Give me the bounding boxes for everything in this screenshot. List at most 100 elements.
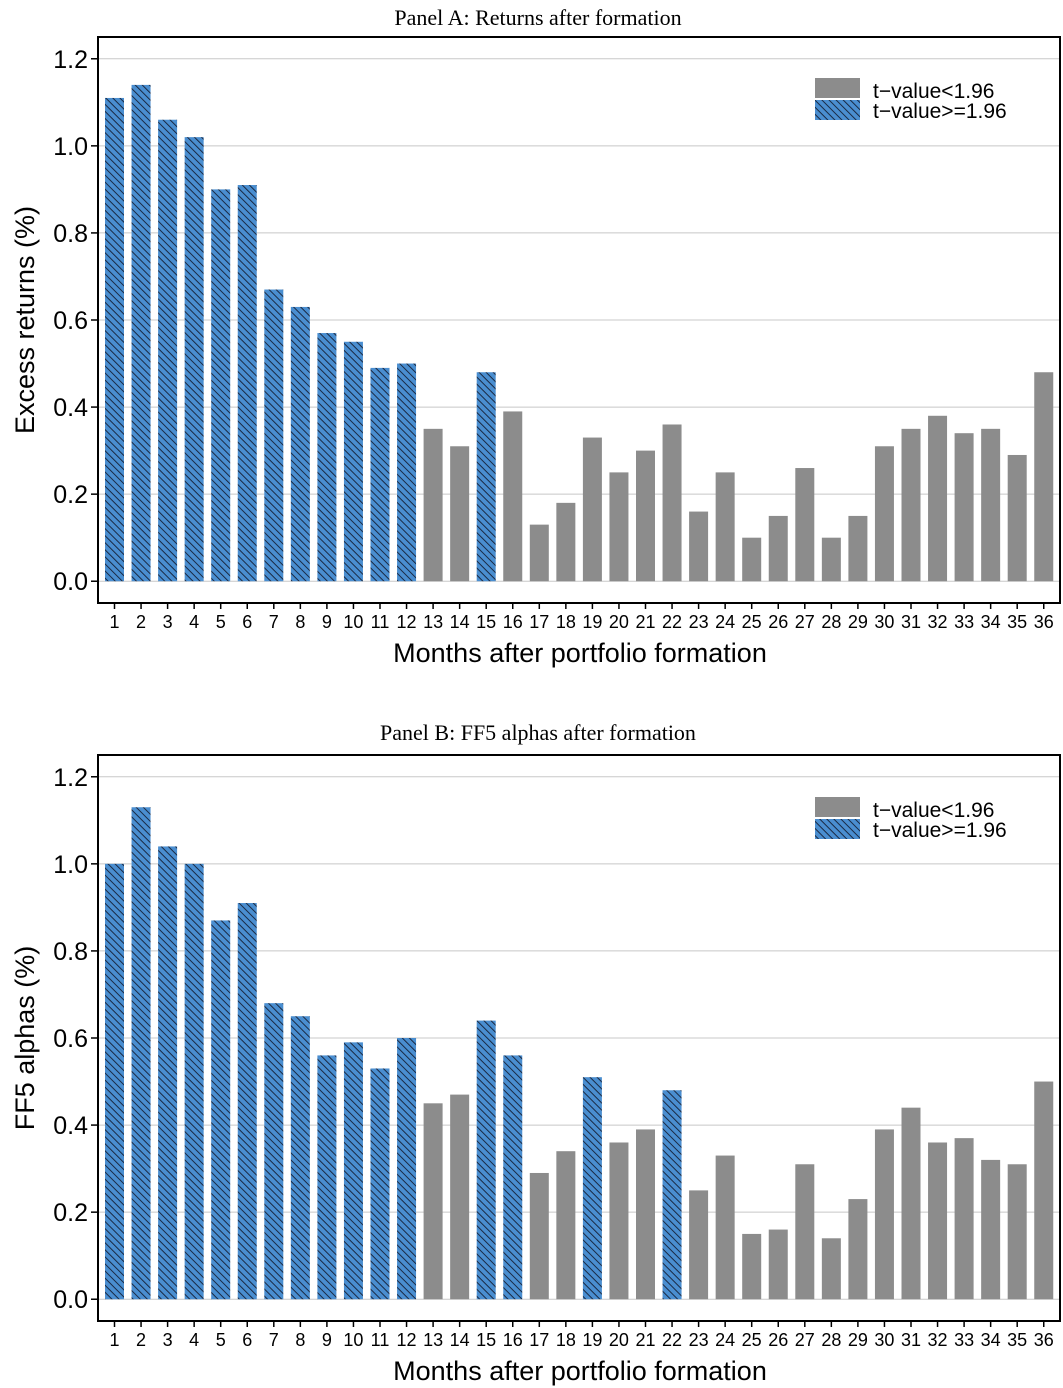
x-tick-label: 2 bbox=[136, 612, 146, 632]
x-axis-ticks: 1 2 3 4 5 6 7 8 9 10 11 12 13 14 15 16 17 18 19 20 21 22 23 24 2… bbox=[109, 1321, 1054, 1350]
legend-swatch-hatched bbox=[815, 100, 860, 120]
x-tick-label: 36 bbox=[1034, 1330, 1054, 1350]
x-tick-label: 9 bbox=[322, 612, 332, 632]
bar-significant bbox=[184, 863, 204, 1300]
bar-insignificant bbox=[689, 511, 709, 582]
x-tick-label: 8 bbox=[295, 612, 305, 632]
legend-label-insignificant: t−value<1.96 bbox=[873, 799, 994, 822]
bar-significant bbox=[503, 1055, 523, 1300]
x-tick-label: 10 bbox=[343, 1330, 363, 1350]
bar-significant bbox=[370, 1068, 390, 1300]
bar-insignificant bbox=[582, 437, 602, 582]
x-tick-label: 14 bbox=[450, 612, 470, 632]
x-axis-label: Months after portfolio formation bbox=[393, 1356, 767, 1386]
bar-significant bbox=[237, 903, 257, 1300]
y-axis-label: Excess returns (%) bbox=[10, 206, 40, 434]
bar-significant bbox=[397, 363, 417, 582]
x-tick-label: 25 bbox=[742, 1330, 762, 1350]
bar-insignificant bbox=[636, 450, 655, 582]
legend: t−value<1.96 t−value>=1.96 bbox=[815, 797, 1007, 842]
x-tick-label: 23 bbox=[689, 1330, 709, 1350]
x-tick-label: 21 bbox=[635, 1330, 655, 1350]
x-tick-label: 18 bbox=[556, 612, 576, 632]
bar-insignificant bbox=[609, 1142, 629, 1300]
y-tick-label: 1.0 bbox=[53, 851, 88, 879]
legend-swatch-gray bbox=[815, 797, 860, 817]
x-tick-label: 33 bbox=[954, 612, 974, 632]
x-tick-label: 5 bbox=[216, 1330, 226, 1350]
bar-significant bbox=[211, 189, 231, 582]
bar-insignificant bbox=[928, 1142, 948, 1300]
x-tick-label: 10 bbox=[343, 612, 363, 632]
bar-insignificant bbox=[715, 1155, 735, 1300]
x-tick-label: 24 bbox=[715, 612, 735, 632]
x-tick-label: 36 bbox=[1034, 612, 1054, 632]
bar-significant bbox=[370, 367, 390, 582]
y-tick-label: 0.8 bbox=[53, 938, 88, 966]
legend-label-significant: t−value>=1.96 bbox=[873, 100, 1007, 123]
bar-significant bbox=[290, 306, 310, 582]
x-axis-label: Months after portfolio formation bbox=[393, 638, 767, 668]
x-tick-label: 2 bbox=[136, 1330, 146, 1350]
x-tick-label: 15 bbox=[476, 1330, 496, 1350]
x-tick-label: 22 bbox=[662, 612, 682, 632]
y-tick-label: 0.6 bbox=[53, 1025, 88, 1053]
bar-significant bbox=[317, 333, 337, 582]
x-tick-label: 17 bbox=[529, 612, 549, 632]
x-tick-label: 7 bbox=[269, 1330, 279, 1350]
x-tick-label: 19 bbox=[582, 612, 602, 632]
bar-insignificant bbox=[662, 424, 682, 582]
x-tick-label: 26 bbox=[768, 612, 788, 632]
x-tick-label: 11 bbox=[371, 1330, 390, 1350]
bar-insignificant bbox=[503, 411, 523, 582]
bar-insignificant bbox=[954, 433, 974, 582]
bar-insignificant bbox=[423, 1103, 443, 1300]
y-tick-label: 1.2 bbox=[53, 46, 88, 74]
x-tick-label: 30 bbox=[874, 612, 894, 632]
x-tick-label: 27 bbox=[795, 1330, 815, 1350]
x-tick-label: 34 bbox=[981, 1330, 1001, 1350]
panel-title: Panel B: FF5 alphas after formation bbox=[380, 720, 696, 745]
legend-label-significant: t−value>=1.96 bbox=[873, 819, 1007, 842]
bar-significant bbox=[476, 1020, 496, 1300]
panel-title: Panel A: Returns after formation bbox=[394, 5, 681, 30]
y-tick-label: 0.0 bbox=[53, 1286, 88, 1314]
x-tick-label: 6 bbox=[242, 1330, 252, 1350]
bar-significant bbox=[397, 1038, 417, 1300]
x-tick-label: 32 bbox=[928, 612, 948, 632]
x-tick-label: 31 bbox=[901, 1330, 921, 1350]
x-axis-ticks: 1 2 3 4 5 6 7 8 9 10 11 12 13 14 15 16 17 18 19 20 21 22 23 24 2… bbox=[109, 603, 1054, 632]
x-tick-label: 4 bbox=[189, 1330, 199, 1350]
bar-insignificant bbox=[689, 1190, 709, 1300]
y-axis-ticks: 0.0 0.2 0.4 0.6 0.8 1.0 1.2 bbox=[53, 764, 98, 1314]
y-axis-label: FF5 alphas (%) bbox=[10, 946, 40, 1131]
bar-insignificant bbox=[715, 472, 735, 582]
x-tick-label: 34 bbox=[981, 612, 1001, 632]
x-tick-label: 16 bbox=[503, 612, 523, 632]
y-tick-label: 0.4 bbox=[53, 1112, 88, 1140]
x-tick-label: 29 bbox=[848, 1330, 868, 1350]
grid-lines bbox=[98, 776, 1060, 1300]
bar-significant bbox=[158, 119, 178, 582]
legend: t−value<1.96 t−value>=1.96 bbox=[815, 78, 1007, 123]
x-tick-label: 7 bbox=[269, 612, 279, 632]
bars bbox=[105, 807, 1054, 1300]
bar-insignificant bbox=[821, 537, 841, 582]
x-tick-label: 12 bbox=[397, 612, 417, 632]
grid-lines bbox=[98, 58, 1060, 582]
y-tick-label: 0.0 bbox=[53, 568, 88, 596]
bar-insignificant bbox=[901, 1107, 921, 1300]
bar-significant bbox=[184, 137, 204, 582]
bar-insignificant bbox=[1034, 372, 1054, 582]
bar-insignificant bbox=[556, 502, 576, 582]
x-tick-label: 9 bbox=[322, 1330, 332, 1350]
y-tick-label: 0.6 bbox=[53, 307, 88, 335]
bar-insignificant bbox=[636, 1129, 655, 1300]
bar-significant bbox=[290, 1016, 310, 1300]
bars bbox=[105, 84, 1054, 582]
x-tick-label: 31 bbox=[901, 612, 921, 632]
legend-label-insignificant: t−value<1.96 bbox=[873, 80, 994, 103]
bar-insignificant bbox=[1007, 454, 1027, 582]
x-tick-label: 28 bbox=[821, 1330, 841, 1350]
